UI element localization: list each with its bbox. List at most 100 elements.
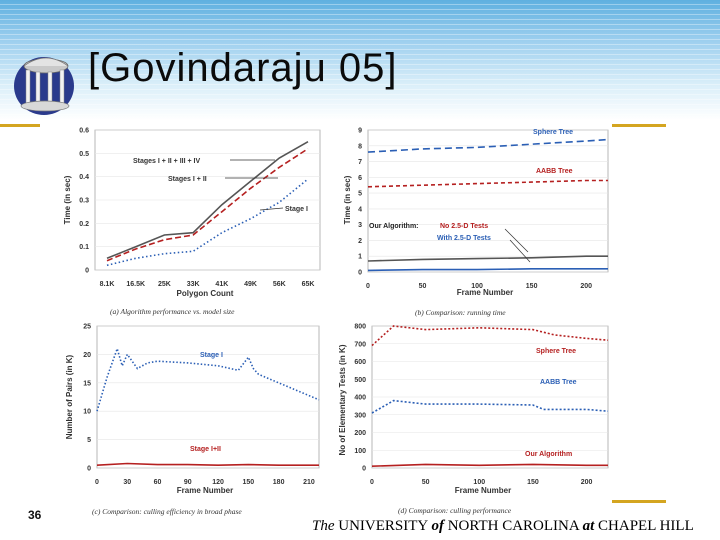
chart-d-label-sphere: Sphere Tree <box>536 348 576 355</box>
footer-university: The UNIVERSITY of NORTH CAROLINA at CHAP… <box>312 518 694 535</box>
chart-a-ytick: 0.1 <box>79 244 89 251</box>
chart-b-label-with25d: With 2.5-D Tests <box>437 235 491 242</box>
chart-c-xtick: 120 <box>212 479 224 486</box>
chart-d-caption: (d) Comparison: culling performance <box>398 506 512 515</box>
old-well-logo-icon <box>14 57 74 115</box>
chart-c-xtick: 180 <box>273 479 285 486</box>
chart-c-ytick: 20 <box>83 352 91 359</box>
chart-a-label-s2: Stages I + II <box>168 176 207 183</box>
chart-b-series-1 <box>367 179 608 188</box>
chart-c-ytick: 0 <box>87 466 91 473</box>
chart-c-xtick: 60 <box>154 479 162 486</box>
chart-c-ytick: 5 <box>87 437 91 444</box>
chart-c-series-1 <box>96 462 319 467</box>
chart-a-xtick: 8.1K <box>100 281 115 288</box>
footer-at: at <box>582 518 595 534</box>
chart-c-frame <box>96 325 320 469</box>
chart-d-xtick: 50 <box>422 479 430 486</box>
chart-b-series-3 <box>367 267 608 272</box>
chart-a-xtick: 16.5K <box>126 281 145 288</box>
chart-d-label-ours: Our Algorithm <box>525 451 572 458</box>
chart-b: 0 1 2 3 4 5 6 7 8 9 0 50 100 150 200 Time (in sec) Fra… <box>343 128 609 317</box>
chart-a-xtick: 33K <box>187 281 200 288</box>
chart-b-ytick: 1 <box>358 254 362 261</box>
chart-a-arrow-s3 <box>259 207 284 211</box>
chart-c-ytick: 25 <box>83 324 91 331</box>
chart-a-xtick: 49K <box>244 281 257 288</box>
chart-b-label-ours: Our Algorithm: <box>369 223 419 230</box>
chart-c-xtick: 210 <box>303 479 315 486</box>
chart-d-xtick: 0 <box>370 479 374 486</box>
chart-c-xtick: 0 <box>95 479 99 486</box>
footer-the: The <box>312 518 335 534</box>
chart-a-xtick: 56K <box>273 281 286 288</box>
chart-d-ytick: 100 <box>354 448 366 455</box>
chart-a-ytick: 0.6 <box>79 128 89 135</box>
chart-d-label-aabb: AABB Tree <box>540 379 577 386</box>
chart-d-ylabel: No of Elementary Tests (in K) <box>338 344 347 455</box>
chart-c-series-0 <box>96 346 320 412</box>
chart-b-ytick: 3 <box>358 222 362 229</box>
chart-c-label-stage12: Stage I+II <box>190 446 221 453</box>
chart-a: 0 0.1 0.2 0.3 0.4 0.5 0.6 8.1K 16.5K 25K 33K 41K 49K… <box>63 128 321 316</box>
chart-c-caption: (c) Comparison: culling efficiency in br… <box>92 507 242 516</box>
chart-a-xlabel: Polygon Count <box>177 289 234 298</box>
header-background <box>0 0 720 120</box>
chart-c-ylabel: Number of Pairs (in K) <box>65 354 74 439</box>
chart-b-arrow-1 <box>504 228 529 253</box>
chart-a-caption: (a) Algorithm performance vs. model size <box>110 307 235 316</box>
gold-rule-bottom-right <box>612 500 666 503</box>
chart-c-xtick: 150 <box>243 479 255 486</box>
chart-d-xtick: 150 <box>527 479 539 486</box>
chart-d-ytick: 700 <box>354 341 366 348</box>
chart-d-ytick: 500 <box>354 377 366 384</box>
chart-d-series-2 <box>371 463 608 467</box>
chart-c-xtick: 90 <box>184 479 192 486</box>
chart-c-xlabel: Frame Number <box>177 486 233 495</box>
gold-rule-left <box>0 124 40 127</box>
chart-d-xlabel: Frame Number <box>455 486 511 495</box>
chart-b-frame <box>367 129 609 273</box>
chart-b-xtick: 100 <box>471 283 483 290</box>
chart-d-ytick: 300 <box>354 412 366 419</box>
chart-b-series-2 <box>367 255 608 262</box>
footer-university-word: UNIVERSITY <box>334 518 432 534</box>
chart-a-ytick: 0.2 <box>79 221 89 228</box>
chart-b-ytick: 2 <box>358 238 362 245</box>
chart-b-xtick: 0 <box>366 283 370 290</box>
footer-chapel: CHAPEL HILL <box>594 518 694 534</box>
footer-of: of <box>431 518 444 534</box>
chart-a-ytick: 0 <box>85 268 89 275</box>
slide-title: [Govindaraju 05] <box>88 46 398 90</box>
chart-b-ylabel: Time (in sec) <box>343 175 352 224</box>
chart-b-label-aabb: AABB Tree <box>536 168 573 175</box>
chart-d-xtick: 200 <box>581 479 593 486</box>
chart-a-series-2 <box>106 178 309 267</box>
chart-c-label-stage1: Stage I <box>200 352 223 359</box>
chart-b-ytick: 6 <box>358 175 362 182</box>
footer-nc: NORTH CAROLINA <box>443 518 583 534</box>
chart-b-xlabel: Frame Number <box>457 288 513 297</box>
chart-d-series-0 <box>371 325 609 347</box>
gold-rule-right <box>612 124 666 127</box>
chart-b-xtick: 200 <box>580 283 592 290</box>
chart-c: 0 5 10 15 20 25 0 30 60 90 120 150 180 210 Number of … <box>65 324 320 516</box>
chart-a-xtick: 25K <box>158 281 171 288</box>
chart-c-ytick: 10 <box>83 409 91 416</box>
chart-b-ytick: 0 <box>358 270 362 277</box>
chart-c-xtick: 30 <box>123 479 131 486</box>
old-well-logo <box>8 48 80 123</box>
chart-b-series-0 <box>367 138 609 153</box>
chart-d-ytick: 800 <box>354 324 366 331</box>
chart-a-ytick: 0.3 <box>79 198 89 205</box>
chart-d-xtick: 100 <box>473 479 485 486</box>
chart-b-ytick: 7 <box>358 159 362 166</box>
chart-a-label-s1: Stages I + II + III + IV <box>133 158 200 165</box>
chart-a-series-0 <box>106 141 309 260</box>
chart-a-ytick: 0.4 <box>79 174 89 181</box>
chart-b-caption: (b) Comparison: running time <box>415 308 506 317</box>
chart-b-xtick: 150 <box>526 283 538 290</box>
chart-d-ytick: 0 <box>362 466 366 473</box>
chart-c-ytick: 15 <box>83 380 91 387</box>
